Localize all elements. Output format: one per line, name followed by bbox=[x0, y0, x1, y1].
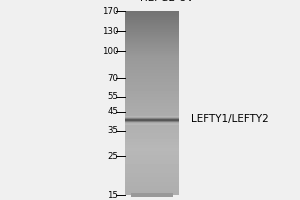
Text: LEFTY1/LEFTY2: LEFTY1/LEFTY2 bbox=[190, 114, 268, 124]
Text: 100: 100 bbox=[102, 47, 119, 56]
Text: 170: 170 bbox=[102, 6, 119, 16]
Text: 15: 15 bbox=[107, 190, 118, 200]
Text: 45: 45 bbox=[107, 107, 118, 116]
Text: 35: 35 bbox=[107, 126, 118, 135]
Text: 55: 55 bbox=[107, 92, 118, 101]
Text: HEPG2-UV: HEPG2-UV bbox=[140, 0, 193, 3]
Text: 70: 70 bbox=[107, 74, 118, 83]
Text: 25: 25 bbox=[107, 152, 118, 161]
Text: 130: 130 bbox=[102, 27, 119, 36]
